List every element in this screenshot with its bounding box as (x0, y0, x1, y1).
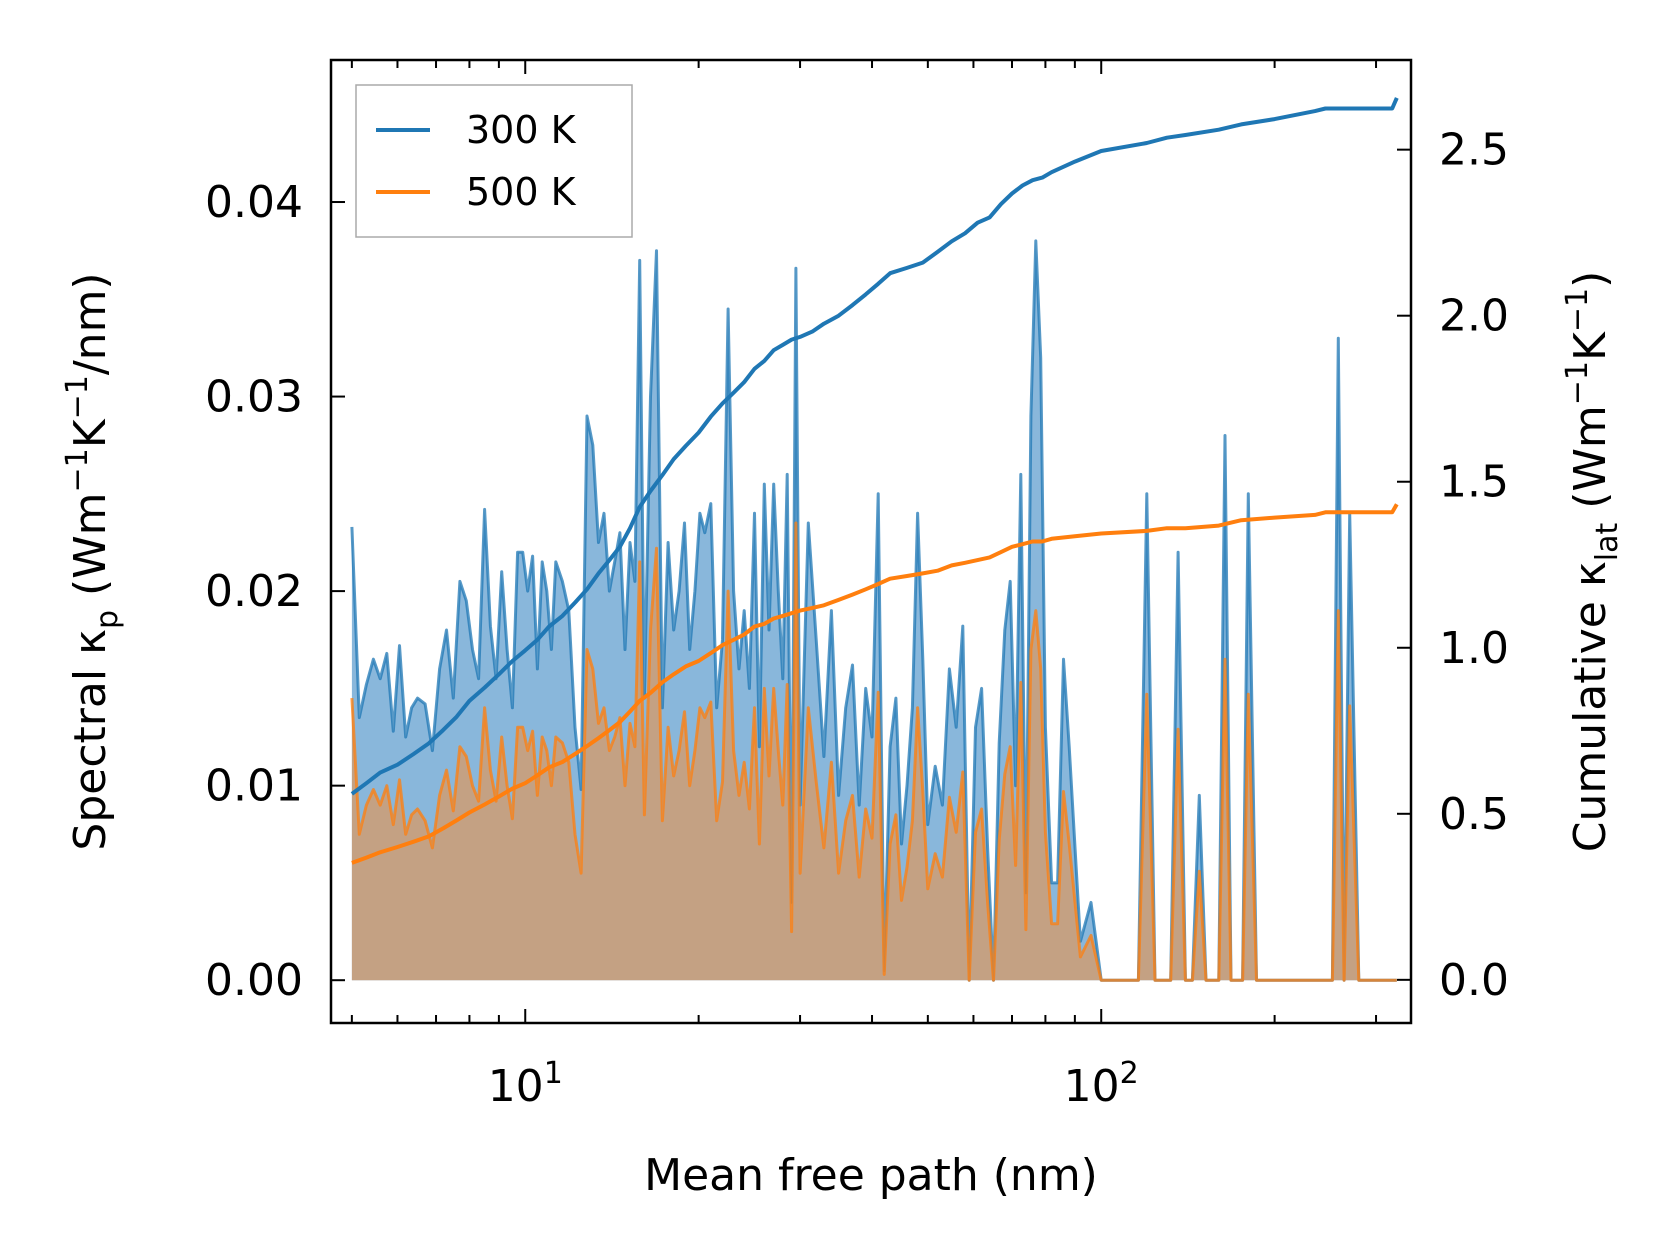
spectral-fill-500k (351, 523, 1397, 981)
legend-label: 500 K (466, 170, 577, 214)
y-left-axis-title: Spectral κp (Wm−1K−1/nm) (60, 272, 125, 850)
axes-frame (329, 58, 1413, 1025)
y-left-tick-label: 0.01 (205, 761, 303, 812)
plot-area (350, 97, 1399, 982)
cumulative-line-300k (350, 97, 1399, 796)
spectral-line-500k (350, 521, 1397, 982)
legend: 300 K 500 K (355, 84, 633, 238)
x-axis-title: Mean free path (nm) (644, 1150, 1098, 1201)
x-tick-label: 101 (488, 1056, 563, 1112)
legend-box (355, 84, 633, 238)
y-right-tick-label: 0.0 (1439, 955, 1509, 1006)
y-left-tick-label: 0.00 (205, 955, 303, 1006)
y-right-tick-label: 2.0 (1439, 291, 1509, 342)
y-right-axis-title: Cumulative κlat (Wm−1K−1) (1560, 271, 1625, 853)
x-tick-label: 102 (1064, 1056, 1139, 1112)
y-left-tick-label: 0.02 (205, 566, 303, 617)
y-right-tick-label: 1.0 (1439, 623, 1509, 674)
y-right-tick-label: 0.5 (1439, 789, 1509, 840)
axes: 101 102 0.00 0.01 0.02 0.03 0.04 0.0 0.5 1.0 1.5 2.… (60, 58, 1625, 1201)
y-right-tick-label: 1.5 (1439, 457, 1509, 508)
cumulative-line-500k (351, 503, 1399, 865)
y-right-tick-label: 2.5 (1439, 125, 1509, 176)
y-left-tick-label: 0.04 (205, 177, 303, 228)
y-left-tick-label: 0.03 (205, 372, 303, 423)
legend-label: 300 K (466, 108, 577, 152)
